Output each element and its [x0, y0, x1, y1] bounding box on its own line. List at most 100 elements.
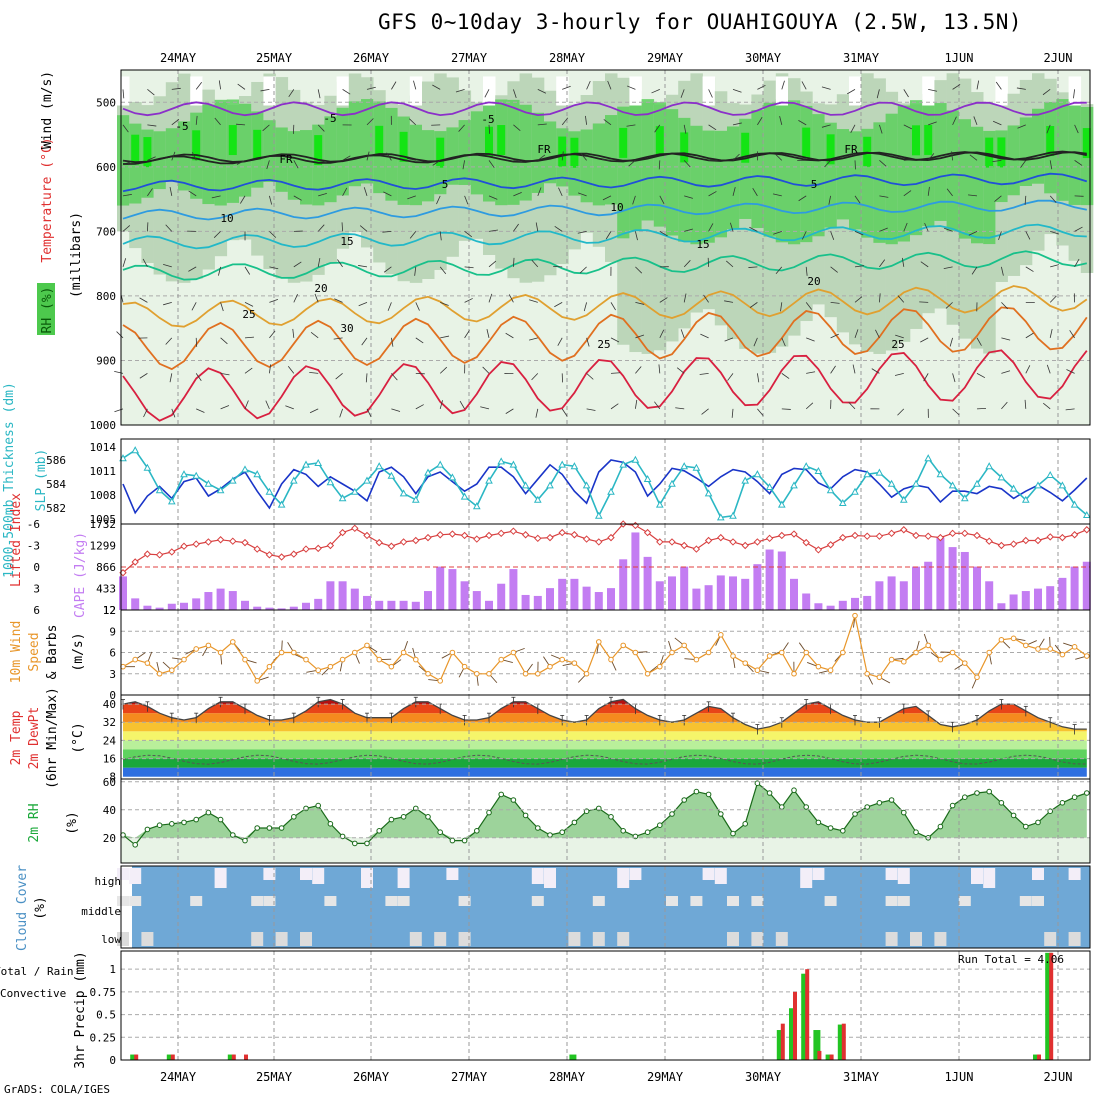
cloud-gap-low — [885, 932, 898, 946]
slp-line-marker — [1021, 495, 1030, 503]
upper-wind-barb — [897, 295, 905, 303]
rh2m-marker — [352, 840, 358, 847]
upper-wind-barb — [586, 408, 596, 411]
slp-line-marker — [143, 463, 152, 471]
rh2m-marker — [474, 828, 480, 834]
upper-wind-barb — [1043, 402, 1051, 410]
wind10-speed-marker — [852, 612, 858, 619]
upper-wind-barb — [513, 257, 515, 267]
upper-wind-barb — [171, 408, 176, 418]
upper-wind-barb — [561, 117, 569, 126]
lifted-index-marker — [753, 538, 762, 546]
rh2m-marker — [718, 811, 724, 817]
slp-line-marker — [472, 502, 481, 510]
cape-bar — [180, 602, 188, 610]
upper-wind-barb — [317, 124, 325, 132]
rh2m-marker — [132, 842, 138, 848]
upper-wind-barb — [781, 80, 785, 90]
lifted-index-marker — [814, 546, 823, 554]
upper-wind-barb — [1046, 364, 1051, 374]
wind10-speed-marker — [840, 649, 846, 656]
upper-wind-barb — [464, 330, 470, 339]
precip-background — [121, 951, 1090, 1060]
temp-bands — [123, 699, 1087, 777]
rh2m-marker — [400, 814, 407, 820]
upper-wind-barb — [951, 151, 953, 161]
upper-wind-barb — [260, 88, 270, 92]
wind10-speed-marker — [608, 656, 614, 663]
contour-label: FR — [279, 153, 293, 166]
upper-wind-barb — [214, 117, 221, 126]
upper-wind-barb — [237, 83, 246, 90]
upper-wind-barb — [561, 151, 564, 161]
rh-band-wet — [836, 129, 850, 220]
precip-total-bar — [227, 1054, 235, 1060]
upper-wind-barb — [968, 231, 978, 236]
cape-bar — [765, 549, 774, 610]
lifted-index-marker — [521, 531, 530, 539]
precip-convective-bar — [244, 1054, 248, 1060]
rh-band-wet — [336, 107, 350, 196]
pressure-tick-label: 800 — [96, 290, 116, 303]
precip-tick-label: 0.25 — [90, 1031, 117, 1044]
upper-wind-barb — [439, 231, 442, 241]
rh2m-marker — [974, 790, 980, 796]
slp-line-marker — [302, 460, 310, 468]
upper-wind-barb — [1074, 226, 1083, 232]
cloud-gap-low — [617, 932, 630, 946]
upper-wind-barb — [365, 373, 368, 383]
rh2m-marker — [169, 821, 175, 827]
cape-bar — [619, 559, 628, 610]
precip-panel: 1 0.75 0.5 0.25 0 Run Total = 4.06 Total / Rai… — [0, 951, 1090, 1067]
cloud-gap-low — [275, 932, 288, 946]
upper-wind-barb — [537, 187, 542, 197]
rh2m-marker — [291, 814, 297, 820]
isotherm-line — [122, 101, 1087, 117]
cloud-gap-high — [885, 868, 898, 880]
upper-wind-barb — [875, 329, 880, 339]
upper-wind-barb — [830, 333, 839, 339]
wind10-speed-marker — [718, 631, 724, 638]
precip-convective-bar — [134, 1054, 139, 1060]
upper-wind-barb — [901, 257, 905, 267]
rh2m-marker — [315, 802, 322, 809]
temp2m-panel: 40 32 24 16 8 — [103, 695, 1090, 784]
upper-wind-barb — [513, 191, 522, 197]
upper-wind-barb — [605, 231, 612, 240]
upper-wind-barb — [1046, 124, 1051, 134]
lifted-index-marker — [326, 541, 335, 550]
upper-wind-barb — [557, 337, 563, 346]
rh-band-saturated — [826, 134, 835, 165]
wind10-speed-marker — [400, 649, 407, 656]
upper-wind-barb — [195, 81, 202, 90]
upper-wind-barb — [732, 122, 742, 126]
cape-bar — [241, 600, 249, 610]
upper-wind-barb — [269, 195, 273, 205]
cape-bar — [668, 576, 676, 610]
rh-band-wet — [458, 120, 472, 185]
lifted-index-marker — [180, 542, 188, 550]
upper-wind-barb — [610, 403, 619, 410]
rh2m-marker — [1023, 823, 1029, 830]
upper-wind-barb — [464, 195, 469, 205]
slp-line-marker — [387, 471, 396, 479]
upper-wind-barb — [191, 152, 197, 161]
date-label-top: 26MAY — [353, 51, 390, 65]
rh-band-dry — [336, 76, 350, 106]
upper-wind-barb — [366, 408, 372, 418]
wind10-speed-marker — [803, 649, 810, 656]
lifted-index-marker — [717, 533, 725, 542]
cape-bar — [314, 598, 323, 610]
upper-wind-barb — [946, 188, 953, 197]
rh2m-marker — [559, 829, 566, 836]
upper-wind-barb — [342, 187, 348, 197]
slp-line-marker — [899, 495, 908, 503]
upper-wind-barb — [415, 302, 420, 311]
upper-wind-barb — [749, 302, 758, 308]
upper-wind-barb — [732, 153, 740, 161]
lifted-index-marker — [387, 542, 396, 550]
rh2m-marker — [547, 832, 553, 838]
rh-band-wet — [446, 127, 459, 185]
rh2m-marker — [510, 797, 517, 803]
upper-wind-barb — [680, 89, 685, 98]
